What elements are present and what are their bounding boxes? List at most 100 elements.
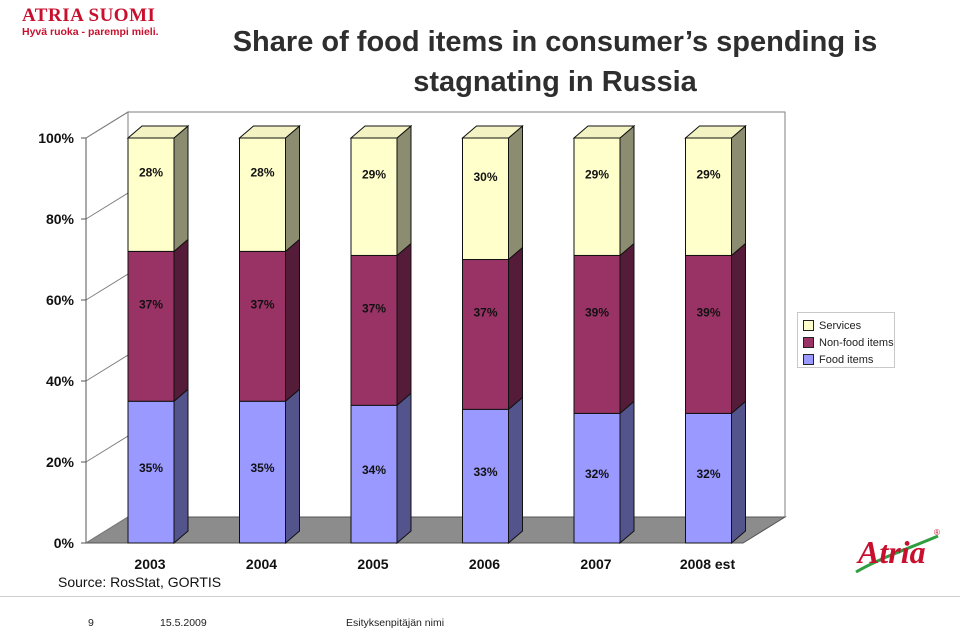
x-category-label: 2006 [469, 556, 500, 572]
legend-item-services: Services [798, 317, 894, 334]
data-label-non-food-items: 37% [473, 305, 497, 319]
data-label-services: 29% [362, 168, 386, 182]
bar-side-food-items [285, 388, 300, 545]
data-label-non-food-items: 39% [585, 305, 609, 319]
legend-label: Food items [819, 353, 874, 366]
y-grid-diagonal [85, 111, 129, 139]
bar-segment-non-food-items [127, 250, 175, 402]
bar-top [684, 125, 747, 139]
x-category-label: 2005 [357, 556, 388, 572]
bar-group-2008-est: 32% 39% 29% [684, 124, 747, 545]
data-label-services: 28% [139, 166, 163, 180]
footer-date: 15.5.2009 [160, 617, 207, 629]
stacked-bar-chart: 0% 20% 40% 60% 80% 100% 35% 37% 28% 2003 35% 37% 28%… [38, 111, 787, 572]
x-category-label: 2008 est [680, 556, 736, 572]
bar-segment-food-items [685, 412, 732, 544]
footer-page-number: 9 [88, 617, 94, 629]
y-grid-diagonal [85, 192, 129, 220]
title-line-1: Share of food items in consumer’s spendi… [232, 26, 878, 58]
legend-swatch [803, 354, 814, 365]
bar-side-services [396, 124, 412, 257]
bar-segment-non-food-items [350, 254, 398, 406]
bar-side-services [619, 124, 635, 257]
footer-presenter: Esityksenpitäjän nimi [346, 617, 445, 629]
bar-segment-services [573, 137, 621, 256]
x-category-label: 2004 [246, 556, 277, 572]
data-label-food-items: 32% [696, 467, 720, 481]
bar-side-food-items [731, 400, 746, 545]
bar-group-2007: 32% 39% 29% [572, 124, 636, 545]
bar-top [126, 125, 190, 139]
y-grid-diagonal [85, 435, 129, 463]
bar-segment-food-items [239, 400, 286, 544]
y-grid-diagonal [85, 354, 129, 382]
bar-side-non-food-items [731, 242, 746, 415]
bar-side-non-food-items [619, 242, 635, 415]
bar-side-non-food-items [173, 238, 189, 403]
bar-group-2006: 33% 37% 30% [461, 124, 524, 545]
data-label-services: 29% [585, 168, 609, 182]
chart-legend: Services Non-food items Food items [797, 312, 895, 368]
legend-label: Non-food items [819, 336, 894, 349]
bar-side-services [508, 124, 523, 261]
legend-swatch [803, 337, 814, 348]
bar-segment-services [685, 137, 732, 256]
data-label-services: 29% [696, 168, 720, 182]
y-tick-label: 80% [46, 211, 75, 227]
legend-label: Services [819, 319, 862, 332]
data-label-services: 30% [473, 170, 497, 184]
bar-segment-non-food-items [573, 254, 621, 414]
legend-swatch [803, 320, 814, 331]
legend-item-non-food-items: Non-food items [798, 334, 894, 351]
source-note: Source: RosStat, GORTIS [58, 574, 222, 590]
data-label-food-items: 34% [362, 463, 386, 477]
x-category-label: 2003 [134, 556, 165, 572]
data-label-non-food-items: 37% [250, 297, 274, 311]
bar-segment-services [350, 137, 398, 256]
title-line-2: stagnating in Russia [413, 66, 697, 98]
bar-top [238, 125, 301, 139]
bar-side-services [173, 124, 189, 253]
bar-segment-non-food-items [462, 259, 509, 410]
atria-wordmark: Atria [858, 534, 926, 570]
bar-side-non-food-items [396, 242, 412, 407]
bar-side-services [285, 124, 300, 253]
bar-top [461, 125, 524, 139]
bar-side-services [731, 124, 746, 257]
logo-tagline: Hyvä ruoka - parempi mieli. [22, 26, 159, 38]
y-tick-label: 60% [46, 292, 75, 308]
chart-floor [84, 516, 787, 544]
bar-top [572, 125, 636, 139]
bar-segment-services [127, 137, 175, 252]
bar-group-2003: 35% 37% 28% [126, 124, 190, 545]
y-grid-diagonal [85, 273, 129, 301]
data-label-non-food-items: 37% [362, 301, 386, 315]
y-tick-label: 0% [54, 535, 75, 551]
bar-side-non-food-items [285, 238, 300, 403]
y-tick-label: 40% [46, 373, 75, 389]
bar-group-2005: 34% 37% 29% [349, 124, 413, 545]
bar-top [349, 125, 413, 139]
registered-mark: ® [934, 528, 940, 537]
x-category-label: 2007 [580, 556, 611, 572]
y-grid-diagonal [85, 516, 129, 544]
footer-divider [0, 596, 960, 597]
bar-segment-non-food-items [685, 254, 732, 414]
atria-logo: Atria ® [850, 528, 942, 578]
bar-segment-non-food-items [239, 250, 286, 402]
bar-segment-services [239, 137, 286, 252]
bar-side-food-items [396, 392, 412, 545]
y-tick-label: 100% [38, 130, 74, 146]
data-label-food-items: 35% [139, 461, 163, 475]
bar-side-food-items [619, 400, 635, 545]
bar-segment-services [462, 137, 509, 260]
data-label-non-food-items: 37% [139, 297, 163, 311]
logo-swoosh-icon [855, 534, 939, 574]
data-label-non-food-items: 39% [696, 305, 720, 319]
data-label-food-items: 33% [473, 465, 497, 479]
logo-brand-text: ATRIA SUOMI [22, 5, 156, 26]
data-label-services: 28% [250, 166, 274, 180]
atria-suomi-logo: ATRIA SUOMI Hyvä ruoka - parempi mieli. [22, 6, 172, 46]
bar-segment-food-items [350, 404, 398, 544]
data-label-food-items: 32% [585, 467, 609, 481]
